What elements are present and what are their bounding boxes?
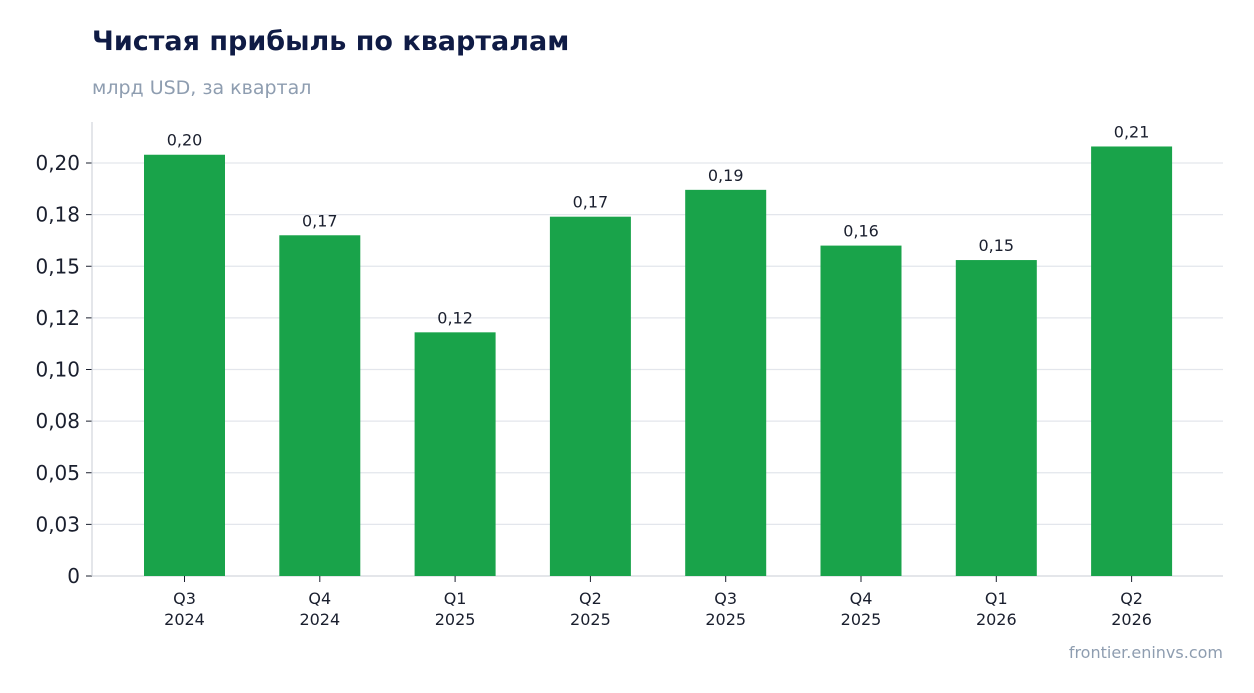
x-tick-label-year: 2024	[164, 610, 205, 629]
x-tick-label-year: 2026	[976, 610, 1017, 629]
y-tick-label: 0,20	[35, 151, 80, 175]
bar	[955, 260, 1037, 576]
bar	[820, 245, 902, 576]
data-label: 0,20	[167, 131, 203, 150]
y-tick-label: 0,18	[35, 203, 80, 227]
source-credit: frontier.eninvs.com	[1068, 643, 1223, 662]
y-tick-label: 0,15	[35, 254, 80, 278]
y-tick-label: 0,12	[35, 306, 80, 330]
x-tick-label-quarter: Q3	[173, 589, 196, 608]
x-tick-label-quarter: Q2	[579, 589, 602, 608]
data-label: 0,19	[708, 166, 744, 185]
x-tick-label-quarter: Q3	[714, 589, 737, 608]
chart-title: Чистая прибыль по кварталам	[92, 26, 570, 57]
chart-subtitle: млрд USD, за квартал	[92, 77, 312, 99]
bar	[685, 189, 767, 576]
y-tick-label: 0,03	[35, 512, 80, 536]
x-tick-label-year: 2025	[570, 610, 611, 629]
bar	[1091, 146, 1173, 577]
data-label: 0,17	[573, 193, 609, 212]
y-tick-label: 0,08	[35, 409, 80, 433]
x-tick-label-year: 2025	[705, 610, 746, 629]
x-tick-label-year: 2025	[841, 610, 882, 629]
data-label: 0,15	[978, 236, 1014, 255]
bar	[549, 216, 631, 576]
y-tick-label: 0,10	[35, 358, 80, 382]
data-label: 0,16	[843, 222, 879, 241]
y-tick-label: 0	[67, 564, 80, 588]
x-tick-label-quarter: Q1	[985, 589, 1008, 608]
data-label: 0,21	[1114, 122, 1150, 141]
x-tick-label-quarter: Q4	[308, 589, 331, 608]
x-tick-label-year: 2024	[299, 610, 340, 629]
x-tick-label-quarter: Q2	[1120, 589, 1143, 608]
x-tick-label-year: 2026	[1111, 610, 1152, 629]
x-tick-label-quarter: Q1	[444, 589, 467, 608]
x-tick-label-quarter: Q4	[850, 589, 873, 608]
data-label: 0,12	[437, 308, 473, 327]
bar	[279, 235, 361, 576]
bar	[414, 332, 496, 576]
bar	[144, 154, 225, 577]
y-tick-label: 0,05	[35, 461, 80, 485]
data-label: 0,17	[302, 211, 338, 230]
x-tick-label-year: 2025	[435, 610, 476, 629]
